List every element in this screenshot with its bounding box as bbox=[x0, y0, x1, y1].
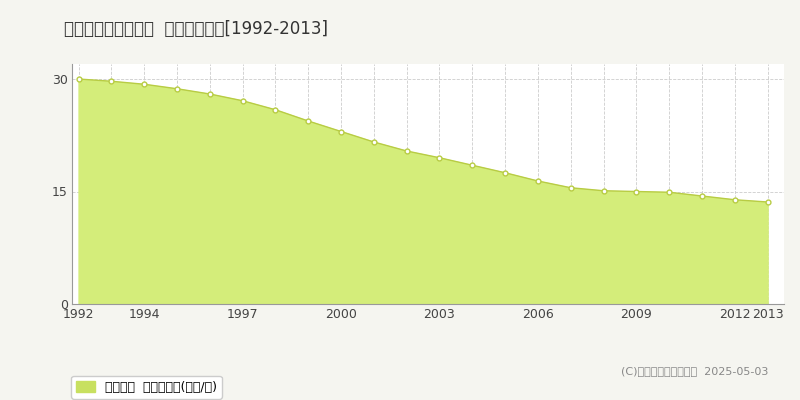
Text: (C)土地価格ドットコム  2025-05-03: (C)土地価格ドットコム 2025-05-03 bbox=[621, 366, 768, 376]
Text: 郑楽郡大泉町城之内  公示地価推移[1992-2013]: 郑楽郡大泉町城之内 公示地価推移[1992-2013] bbox=[64, 20, 328, 38]
Legend: 公示地価  平均嵪単価(万円/嵪): 公示地価 平均嵪単価(万円/嵪) bbox=[71, 376, 222, 398]
